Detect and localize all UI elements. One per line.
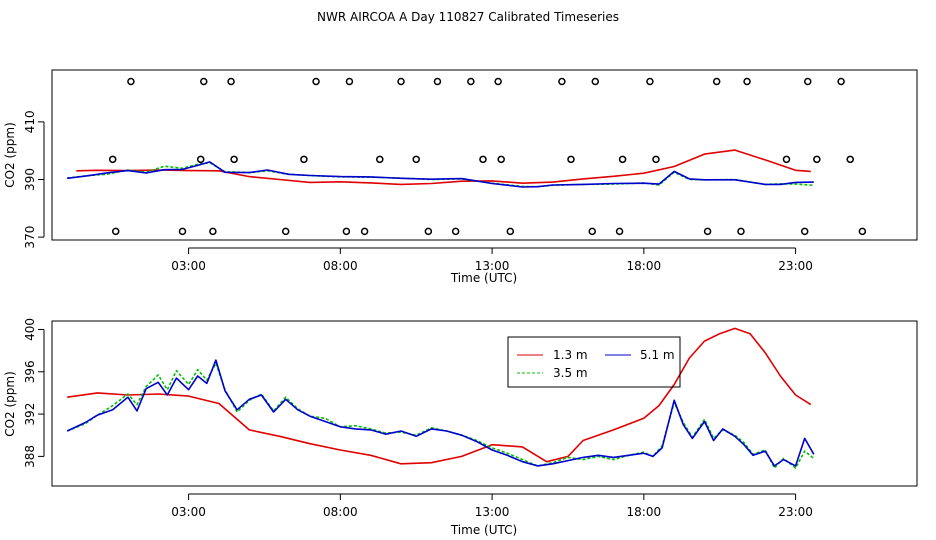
- x-tick-label: 18:00: [627, 259, 662, 273]
- legend-label-5-1m: 5.1 m: [640, 348, 675, 362]
- marker-point: [615, 227, 624, 236]
- marker-point: [803, 77, 812, 86]
- y-tick-label: 400: [23, 318, 37, 341]
- marker-point: [591, 77, 600, 86]
- marker-point: [703, 227, 712, 236]
- series-line-1-3-m: [76, 149, 811, 186]
- marker-point: [497, 155, 505, 164]
- x-tick-label: 13:00: [475, 259, 510, 273]
- x-tick-label: 13:00: [475, 505, 510, 519]
- marker-point: [588, 227, 596, 236]
- upper-panel: 03:00 08:00 13:00 18:00 23:00 370 390 410 Time…: [3, 69, 918, 285]
- marker-point: [479, 155, 487, 164]
- marker-point: [858, 227, 867, 236]
- marker-point: [846, 155, 854, 164]
- marker-point: [281, 227, 290, 236]
- legend-label-3-5m: 3.5 m: [553, 366, 588, 380]
- marker-point: [360, 227, 369, 236]
- upper-plot-frame: [51, 69, 918, 241]
- marker-point: [813, 155, 821, 164]
- marker-point: [467, 77, 475, 86]
- marker-point: [108, 155, 117, 164]
- marker-point: [345, 77, 354, 86]
- marker-point: [433, 77, 442, 86]
- marker-point: [558, 77, 566, 86]
- marker-point: [567, 155, 575, 164]
- x-tick-label: 08:00: [323, 505, 358, 519]
- series-line-1-3-m: [67, 327, 812, 465]
- marker-point: [652, 155, 660, 164]
- marker-point: [800, 227, 809, 236]
- marker-point: [743, 77, 751, 86]
- x-tick-label: 03:00: [171, 505, 206, 519]
- marker-point: [451, 227, 460, 236]
- marker-point: [837, 77, 845, 86]
- y-tick-label: 388: [23, 445, 37, 468]
- y-tick-label: 392: [23, 403, 37, 426]
- upper-marker-group: [108, 77, 867, 236]
- x-tick-label: 18:00: [627, 505, 662, 519]
- marker-point: [342, 227, 351, 236]
- lower-y-axis-label: CO2 (ppm): [3, 371, 17, 437]
- marker-point: [230, 155, 238, 164]
- marker-point: [712, 77, 721, 86]
- marker-point: [376, 155, 384, 164]
- marker-point: [412, 155, 420, 164]
- series-line-5-1-m: [66, 359, 815, 467]
- legend: 1.3 m 3.5 m 5.1 m: [507, 336, 681, 388]
- lower-series-group: [66, 327, 815, 469]
- upper-series-group: [67, 149, 814, 188]
- marker-point: [618, 155, 627, 164]
- legend-label-1-3m: 1.3 m: [553, 348, 588, 362]
- marker-point: [312, 77, 320, 86]
- marker-point: [200, 77, 208, 86]
- lower-x-axis-label: Time (UTC): [450, 523, 517, 537]
- upper-x-axis-label: Time (UTC): [450, 271, 517, 285]
- x-tick-label: 23:00: [778, 259, 813, 273]
- y-tick-label: 396: [23, 360, 37, 383]
- lower-panel: 03:00 08:00 13:00 18:00 23:00 388 392 396 400 T…: [3, 318, 918, 537]
- marker-point: [178, 227, 187, 236]
- series-line-3-5-m: [67, 162, 814, 188]
- series-line-3-5-m: [66, 362, 815, 469]
- lower-x-axis: 03:00 08:00 13:00 18:00 23:00: [171, 493, 813, 519]
- marker-point: [397, 77, 405, 86]
- x-tick-label: 23:00: [778, 505, 813, 519]
- marker-point: [300, 155, 308, 164]
- marker-point: [646, 77, 654, 86]
- marker-point: [196, 155, 205, 164]
- marker-point: [209, 227, 217, 236]
- y-tick-label: 410: [23, 110, 37, 133]
- figure-title: NWR AIRCOA A Day 110827 Calibrated Times…: [317, 10, 619, 24]
- upper-y-axis: 370 390 410: [23, 110, 45, 249]
- upper-x-axis: 03:00 08:00 13:00 18:00 23:00: [171, 247, 813, 273]
- series-line-5-1-m: [67, 161, 814, 188]
- marker-point: [737, 227, 745, 236]
- y-tick-label: 370: [23, 226, 37, 249]
- y-tick-label: 390: [23, 168, 37, 191]
- legend-box: [507, 336, 681, 388]
- marker-point: [127, 77, 135, 86]
- x-tick-label: 08:00: [323, 259, 358, 273]
- lower-plot-frame: [51, 320, 918, 487]
- x-tick-label: 03:00: [171, 259, 206, 273]
- lower-y-axis: 388 392 396 400: [23, 318, 45, 468]
- upper-y-axis-label: CO2 (ppm): [3, 122, 17, 188]
- marker-point: [424, 227, 433, 236]
- marker-point: [782, 155, 791, 164]
- marker-point: [227, 77, 235, 86]
- marker-point: [506, 227, 515, 236]
- marker-point: [494, 77, 502, 86]
- marker-point: [111, 227, 120, 236]
